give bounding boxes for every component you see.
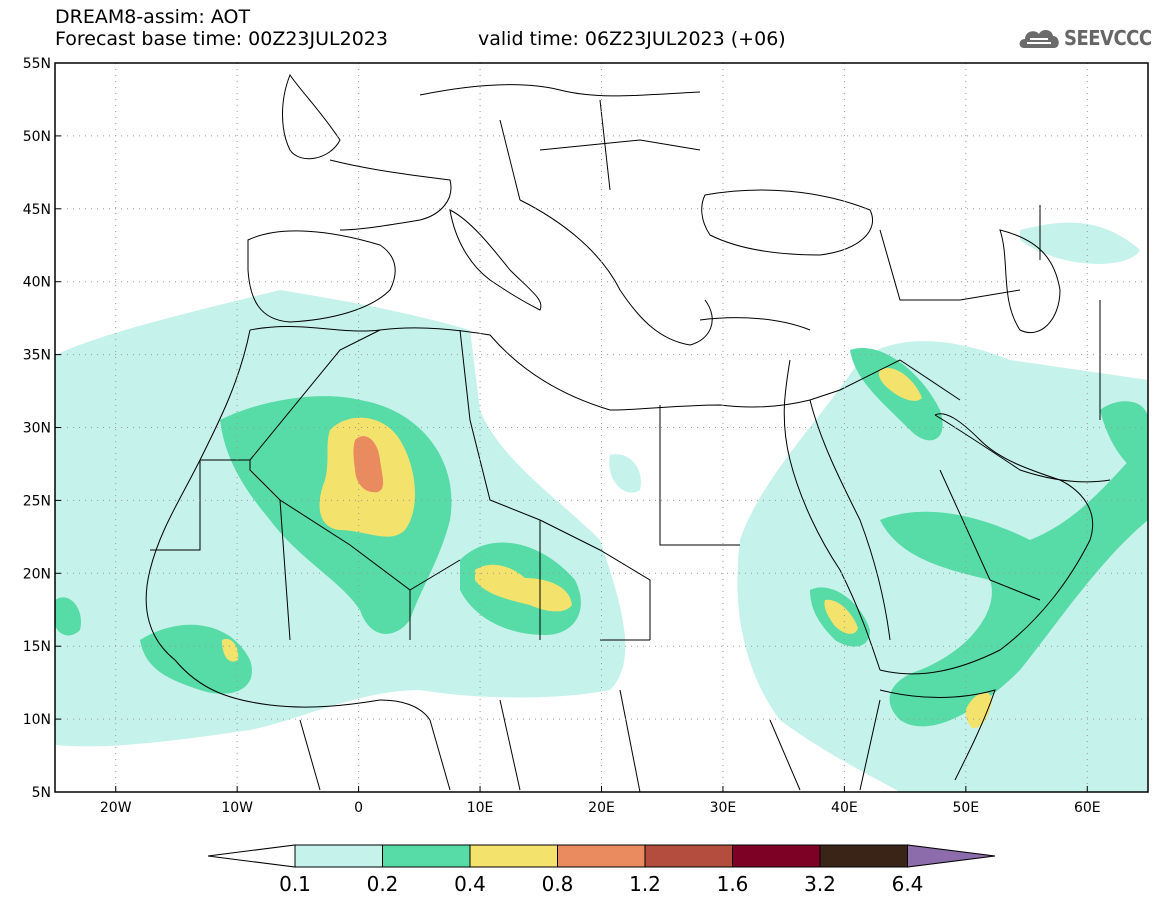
colorbar-level-label: 1.6 (717, 872, 749, 896)
lat-tick-label: 45N (23, 202, 51, 218)
lat-tick-label: 35N (23, 348, 51, 364)
lat-tick-label: 50N (23, 129, 51, 145)
colorbar-lower-arrow (207, 844, 296, 868)
lat-tick-label: 15N (23, 639, 51, 655)
colorbar-swatch (557, 844, 646, 868)
logo-text: SEEVCCC (1064, 26, 1152, 50)
lon-tick-label: 10W (221, 800, 253, 816)
lon-tick-label: 10E (467, 800, 494, 816)
colorbar-swatch (819, 844, 908, 868)
map-title: DREAM8-assim: AOT (55, 6, 251, 28)
lat-tick-label: 40N (23, 275, 51, 291)
aot-level-0-8-shading (353, 436, 384, 493)
colorbar-level-label: 6.4 (892, 872, 924, 896)
lon-tick-label: 50E (952, 800, 979, 816)
lat-tick-label: 10N (23, 712, 51, 728)
lat-tick-label: 25N (23, 493, 51, 509)
colorbar-level-label: 1.2 (629, 872, 661, 896)
colorbar-swatch (644, 844, 733, 868)
lon-tick-label: 0 (354, 800, 363, 816)
colorbar-level-label: 0.2 (367, 872, 399, 896)
longitude-labels: 20W 10W 0 10E 20E 30E 40E 50E 60E (100, 786, 1101, 816)
colorbar (207, 844, 996, 868)
colorbar-labels: 0.1 0.2 0.4 0.8 1.2 1.6 3.2 6.4 (279, 872, 923, 896)
lon-tick-label: 60E (1074, 800, 1101, 816)
lat-tick-label: 30N (23, 421, 51, 437)
lon-tick-label: 20E (588, 800, 615, 816)
lon-tick-label: 20W (100, 800, 132, 816)
coastlines (145, 73, 1111, 781)
lon-tick-label: 40E (831, 800, 858, 816)
lon-tick-label: 30E (710, 800, 737, 816)
colorbar-swatch (294, 844, 383, 868)
latitude-labels: 55N 50N 45N 40N 35N 30N 25N 20N 15N 10N 5N (23, 56, 61, 801)
lat-tick-label: 20N (23, 566, 51, 582)
colorbar-level-label: 0.4 (454, 872, 486, 896)
lat-tick-label: 55N (23, 56, 51, 72)
colorbar-swatch (382, 844, 471, 868)
colorbar-level-label: 3.2 (804, 872, 836, 896)
forecast-base-time: Forecast base time: 00Z23JUL2023 (55, 28, 388, 50)
lat-tick-label: 5N (32, 785, 51, 801)
colorbar-swatch (469, 844, 558, 868)
valid-time: valid time: 06Z23JUL2023 (+06) (478, 28, 786, 50)
country-borders (150, 99, 1101, 792)
colorbar-level-label: 0.1 (279, 872, 311, 896)
colorbar-swatch (732, 844, 821, 868)
colorbar-level-label: 0.8 (542, 872, 574, 896)
cloud-logo-icon (1019, 30, 1059, 48)
lat-lon-grid (55, 63, 1148, 792)
colorbar-upper-arrow (907, 844, 996, 868)
